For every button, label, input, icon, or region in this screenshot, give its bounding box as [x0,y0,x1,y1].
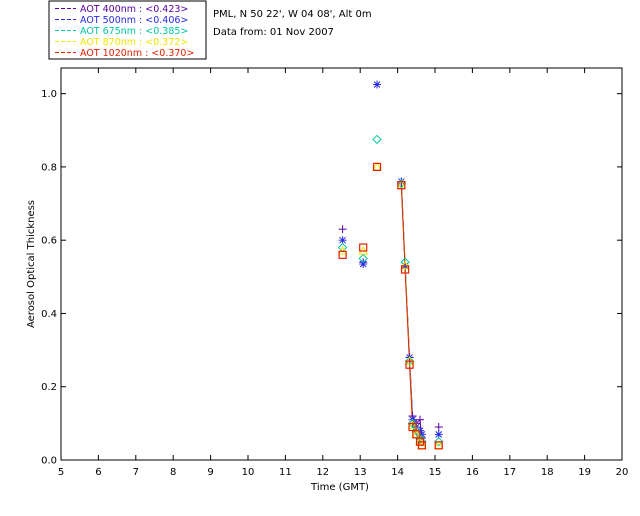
ast-d2 [435,431,443,438]
y-tick-label: 0.2 [41,382,57,393]
square-shape [434,441,443,450]
y-tick-label: 0.0 [41,456,57,467]
triangle-shape [400,260,410,270]
point-aot-400nm [434,423,443,432]
legend-entry: AOT 675nm : <0.385> [80,26,188,37]
diamond-shape [411,425,422,436]
x-axis-label: Time (GMT) [310,482,369,493]
legend-entry: AOT 400nm : <0.423> [80,4,188,15]
point-aot-500nm [338,236,347,245]
site-info: PML, N 50 22', W 04 08', Alt 0m [213,9,372,20]
triangle-shape [407,420,418,429]
point-aot-870nm [337,246,348,255]
diamond-shape [372,134,382,145]
legend-entry: AOT 870nm : <0.372> [80,37,188,48]
diamond-shape [407,418,418,429]
plot-frame [60,67,623,461]
point-aot-500nm [373,80,382,89]
point-aot-1020nm [434,441,443,450]
point-aot-675nm [407,418,418,429]
square-shape [338,250,347,259]
point-aot-1020nm [417,441,427,450]
ast-d2 [339,236,346,244]
point-aot-675nm [358,253,368,264]
square-shape [397,181,406,190]
y-tick-label: 1.0 [41,89,57,100]
legend-entry: AOT 500nm : <0.406> [80,15,188,26]
point-aot-870nm [404,356,415,365]
point-aot-675nm [404,356,415,366]
diamond-shape [358,253,368,264]
square-shape [372,162,382,172]
point-aot-1020nm [372,162,382,172]
x-tick-label: 17 [503,467,516,478]
x-tick-label: 8 [170,467,176,478]
legend-entry: AOT 1020nm : <0.370> [80,48,194,59]
diamond-shape [434,436,444,447]
x-tick-label: 9 [207,467,213,478]
ast-d2 [359,260,367,268]
series-lines [400,181,423,446]
x-tick-label: 6 [95,467,101,478]
point-aot-675nm [434,436,444,447]
point-aot-1020nm [405,360,414,369]
x-tick-label: 12 [316,467,329,478]
x-tick-label: 18 [541,467,554,478]
square-shape [400,265,410,274]
y-tick-label: 0.6 [41,236,57,247]
square-shape [417,441,427,450]
series-marks [337,80,444,450]
x-tick-label: 13 [354,467,367,478]
series-line-aot-1020nm [400,185,423,446]
diamond-shape [404,356,415,366]
ast-d2 [373,81,381,88]
date-info: Data from: 01 Nov 2007 [213,27,334,38]
x-tick-label: 11 [279,467,292,478]
y-axis-label: Aerosol Optical Thickness [26,200,37,328]
point-aot-500nm [359,260,368,268]
point-aot-675nm [372,134,382,145]
x-tick-label: 7 [133,467,139,478]
x-tick-label: 20 [616,467,629,478]
x-tick-label: 14 [391,467,404,478]
point-aot-1020nm [359,243,368,252]
square-shape [405,360,414,369]
point-aot-675nm [411,425,422,436]
square-shape [359,243,368,252]
x-tick-label: 10 [242,467,255,478]
triangle-shape [404,356,415,365]
point-aot-1020nm [397,181,406,190]
triangle-shape [337,246,348,255]
point-aot-400nm [416,415,425,424]
x-tick-label: 15 [429,467,442,478]
y-tick-label: 0.8 [41,162,57,173]
point-aot-1020nm [338,250,347,259]
y-tick-label: 0.4 [41,309,57,320]
x-tick-label: 5 [58,467,64,478]
point-aot-870nm [407,420,418,429]
point-aot-870nm [400,260,410,270]
point-aot-400nm [338,225,347,234]
point-aot-1020nm [400,265,410,274]
axes: 5 6 7 8 9 10 11 12 13 14 15 16 17 18 19 20 0.0 0.2 0.4 0.6 0… [41,68,628,478]
x-tick-label: 19 [578,467,591,478]
legend: AOT 400nm : <0.423>AOT 500nm : <0.406>AO… [55,4,194,59]
x-tick-label: 16 [466,467,479,478]
